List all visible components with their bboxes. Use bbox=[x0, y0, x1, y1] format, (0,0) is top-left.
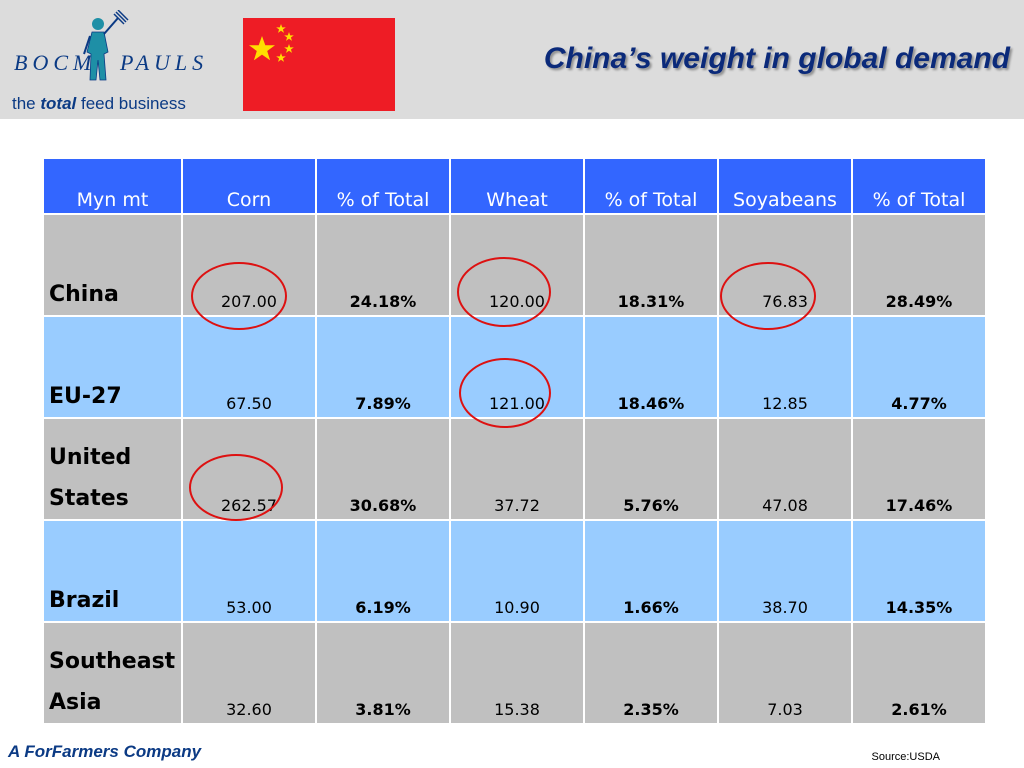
table-row: China 207.00 24.18% 120.00 18.31% 76.83 … bbox=[42, 213, 987, 317]
highlight-circle-china-soyabeans bbox=[720, 262, 816, 330]
demand-table: Myn mt Corn % of Total Wheat % of Total … bbox=[42, 157, 987, 725]
value-cell: 37.72 bbox=[449, 417, 585, 521]
percent-cell: 30.68% bbox=[315, 417, 451, 521]
value-cell: 15.38 bbox=[449, 621, 585, 725]
farmer-figure-icon bbox=[83, 10, 129, 81]
row-label: China bbox=[42, 213, 183, 317]
percent-cell: 14.35% bbox=[851, 519, 987, 623]
value-cell: 12.85 bbox=[717, 315, 853, 419]
row-label: United States bbox=[42, 417, 183, 521]
value-cell: 38.70 bbox=[717, 519, 853, 623]
percent-cell: 24.18% bbox=[315, 213, 451, 317]
header-cell: Myn mt bbox=[42, 157, 183, 215]
header-cell: Corn bbox=[181, 157, 317, 215]
percent-cell: 18.31% bbox=[583, 213, 719, 317]
value-cell: 7.03 bbox=[717, 621, 853, 725]
value-cell: 10.90 bbox=[449, 519, 585, 623]
percent-cell: 17.46% bbox=[851, 417, 987, 521]
highlight-circle-eu-wheat bbox=[459, 358, 551, 428]
value-cell: 32.60 bbox=[181, 621, 317, 725]
page-title: China’s weight in global demand bbox=[543, 42, 1010, 75]
table-row: EU-27 67.50 7.89% 121.00 18.46% 12.85 4.… bbox=[42, 315, 987, 419]
row-label: EU-27 bbox=[42, 315, 183, 419]
percent-cell: 18.46% bbox=[583, 315, 719, 419]
percent-cell: 5.76% bbox=[583, 417, 719, 521]
header-cell: Soyabeans bbox=[717, 157, 853, 215]
highlight-circle-us-corn bbox=[189, 454, 283, 521]
percent-cell: 1.66% bbox=[583, 519, 719, 623]
logo-tagline: the total feed business bbox=[12, 94, 186, 113]
table-row: Brazil 53.00 6.19% 10.90 1.66% 38.70 14.… bbox=[42, 519, 987, 623]
value-cell: 53.00 bbox=[181, 519, 317, 623]
table-row: Southeast Asia 32.60 3.81% 15.38 2.35% 7… bbox=[42, 621, 987, 725]
percent-cell: 2.61% bbox=[851, 621, 987, 725]
value-cell: 47.08 bbox=[717, 417, 853, 521]
value-cell: 67.50 bbox=[181, 315, 317, 419]
footer-company: A ForFarmers Company bbox=[8, 742, 202, 761]
header-cell: % of Total bbox=[851, 157, 987, 215]
header-cell: Wheat bbox=[449, 157, 585, 215]
table-header-row: Myn mt Corn % of Total Wheat % of Total … bbox=[42, 157, 987, 215]
table-row: United States 262.57 30.68% 37.72 5.76% … bbox=[42, 417, 987, 521]
logo-text-right: PAULS bbox=[120, 50, 209, 75]
row-label: Southeast Asia bbox=[42, 621, 183, 725]
percent-cell: 7.89% bbox=[315, 315, 451, 419]
header-cell: % of Total bbox=[315, 157, 451, 215]
percent-cell: 4.77% bbox=[851, 315, 987, 419]
logo-text-left: BOCM bbox=[14, 50, 97, 75]
china-flag-icon bbox=[243, 18, 395, 111]
percent-cell: 3.81% bbox=[315, 621, 451, 725]
bocm-pauls-logo: BOCM PAULS the total feed business bbox=[8, 8, 208, 118]
percent-cell: 28.49% bbox=[851, 213, 987, 317]
highlight-circle-china-wheat bbox=[457, 257, 551, 327]
highlight-circle-china-corn bbox=[191, 262, 287, 330]
row-label: Brazil bbox=[42, 519, 183, 623]
header-cell: % of Total bbox=[583, 157, 719, 215]
percent-cell: 2.35% bbox=[583, 621, 719, 725]
slide-header: BOCM PAULS the total feed business China… bbox=[0, 0, 1024, 119]
percent-cell: 6.19% bbox=[315, 519, 451, 623]
source-note: Source:USDA bbox=[871, 751, 940, 763]
